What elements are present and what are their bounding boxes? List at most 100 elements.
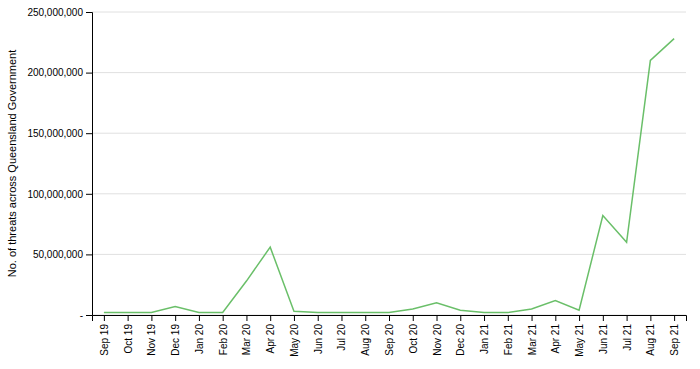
y-tick-label: 200,000,000 xyxy=(27,67,83,78)
y-tick-label: 50,000,000 xyxy=(33,249,83,260)
x-tick: Jul 21 xyxy=(622,315,633,351)
y-tick-mark xyxy=(86,73,92,74)
x-tick-label: Jul 21 xyxy=(622,324,633,351)
x-tick-mark xyxy=(508,315,509,321)
x-tick: Oct 20 xyxy=(408,315,419,353)
x-tick-mark xyxy=(389,315,390,321)
x-tick: Feb 21 xyxy=(503,315,514,355)
x-tick-mark xyxy=(413,315,414,321)
grid-line xyxy=(92,193,686,194)
x-tick-label: Oct 19 xyxy=(123,324,134,354)
grid-line xyxy=(92,12,686,13)
x-tick: Jan 20 xyxy=(194,315,205,354)
x-tick-mark xyxy=(175,315,176,321)
x-tick: Mar 21 xyxy=(527,315,538,355)
x-tick-mark xyxy=(437,315,438,321)
y-tick: 200,000,000 xyxy=(27,67,92,78)
y-tick-mark xyxy=(86,315,92,316)
x-tick-label: Jan 20 xyxy=(194,324,205,354)
x-tick-label: Jul 20 xyxy=(336,324,347,351)
y-tick: - xyxy=(80,310,92,321)
x-tick-label: Feb 20 xyxy=(218,324,229,356)
x-tick-label: Feb 21 xyxy=(503,324,514,356)
x-tick-mark xyxy=(246,315,247,321)
x-tick-label: Jun 21 xyxy=(598,324,609,354)
x-tick: Apr 21 xyxy=(550,315,561,353)
y-tick-mark xyxy=(86,194,92,195)
y-tick: 250,000,000 xyxy=(27,7,92,18)
x-tick-label: Aug 21 xyxy=(645,324,656,356)
chart-container: - 50,000,000 100,000,000 150,000,000 200,000… xyxy=(0,0,700,369)
marks xyxy=(104,39,674,313)
x-tick-mark xyxy=(199,315,200,321)
y-axis-line xyxy=(86,13,93,316)
x-tick-mark xyxy=(223,315,224,321)
x-tick: Jan 21 xyxy=(479,315,490,354)
x-tick: Jul 20 xyxy=(336,315,347,351)
x-tick-mark xyxy=(460,315,461,321)
x-tick-label: Mar 21 xyxy=(527,324,538,356)
x-tick: Dec 20 xyxy=(455,315,466,356)
x-tick-label: May 21 xyxy=(574,324,585,357)
y-tick-mark xyxy=(86,254,92,255)
grid xyxy=(92,12,686,315)
x-tick-label: Aug 20 xyxy=(360,324,371,356)
x-tick: Nov 19 xyxy=(146,315,157,356)
x-tick-label: Nov 20 xyxy=(432,324,443,356)
x-tick: Mar 20 xyxy=(241,315,252,355)
y-tick: 50,000,000 xyxy=(33,249,92,260)
y-axis-title: No. of threats across Queensland Governm… xyxy=(6,50,18,277)
x-tick-label: May 20 xyxy=(289,324,300,357)
x-tick: Aug 21 xyxy=(645,315,656,356)
x-tick-label: Jun 20 xyxy=(313,324,324,354)
x-tick-mark xyxy=(579,315,580,321)
x-tick-label: Sep 19 xyxy=(99,324,110,356)
x-tick-mark xyxy=(650,315,651,321)
x-tick: Nov 20 xyxy=(432,315,443,356)
y-tick-mark xyxy=(86,12,92,13)
x-tick: Sep 21 xyxy=(669,315,680,356)
x-tick: Dec 19 xyxy=(170,315,181,356)
x-tick-label: Apr 21 xyxy=(550,324,561,354)
y-tick-label: 250,000,000 xyxy=(27,7,83,18)
plot: - 50,000,000 100,000,000 150,000,000 200,000… xyxy=(27,7,686,357)
x-tick: Jun 21 xyxy=(598,315,609,354)
grid-line xyxy=(92,254,686,255)
y-tick-mark xyxy=(86,133,92,134)
x-tick-mark xyxy=(270,315,271,321)
x-tick-mark xyxy=(484,315,485,321)
y-tick-label: - xyxy=(80,310,83,321)
x-tick: Feb 20 xyxy=(218,315,229,355)
x-tick-mark xyxy=(341,315,342,321)
x-tick-label: Sep 20 xyxy=(384,324,395,356)
grid-line xyxy=(92,133,686,134)
y-axis: - 50,000,000 100,000,000 150,000,000 200,000… xyxy=(27,7,92,321)
x-tick: Jun 20 xyxy=(313,315,324,354)
x-tick-label: Dec 20 xyxy=(455,324,466,356)
x-tick-mark xyxy=(555,315,556,321)
x-tick-mark xyxy=(128,315,129,321)
x-tick: Aug 20 xyxy=(360,315,371,356)
x-tick: Apr 20 xyxy=(265,315,276,353)
x-tick-label: Oct 20 xyxy=(408,324,419,354)
x-tick: Sep 19 xyxy=(99,315,110,356)
x-axis: Sep 19 Oct 19 Nov 19 Dec 19 Jan 20 Feb 20 Mar … xyxy=(93,315,687,357)
x-tick-label: Sep 21 xyxy=(669,324,680,356)
x-tick-mark xyxy=(294,315,295,321)
x-tick-mark xyxy=(674,315,675,321)
x-tick-label: Mar 20 xyxy=(241,324,252,356)
x-tick-label: Apr 20 xyxy=(265,324,276,354)
x-tick-mark xyxy=(627,315,628,321)
x-tick-mark xyxy=(151,315,152,321)
chart-svg: - 50,000,000 100,000,000 150,000,000 200,000… xyxy=(0,0,700,369)
y-tick-label: 100,000,000 xyxy=(27,189,83,200)
x-tick: Sep 20 xyxy=(384,315,395,356)
y-tick-label: 150,000,000 xyxy=(27,128,83,139)
x-tick-mark xyxy=(603,315,604,321)
x-tick: May 21 xyxy=(574,315,585,357)
grid-line xyxy=(92,72,686,73)
x-tick-label: Nov 19 xyxy=(146,324,157,356)
y-tick: 150,000,000 xyxy=(27,128,92,139)
x-axis-line xyxy=(93,316,687,322)
series-line xyxy=(104,39,674,313)
